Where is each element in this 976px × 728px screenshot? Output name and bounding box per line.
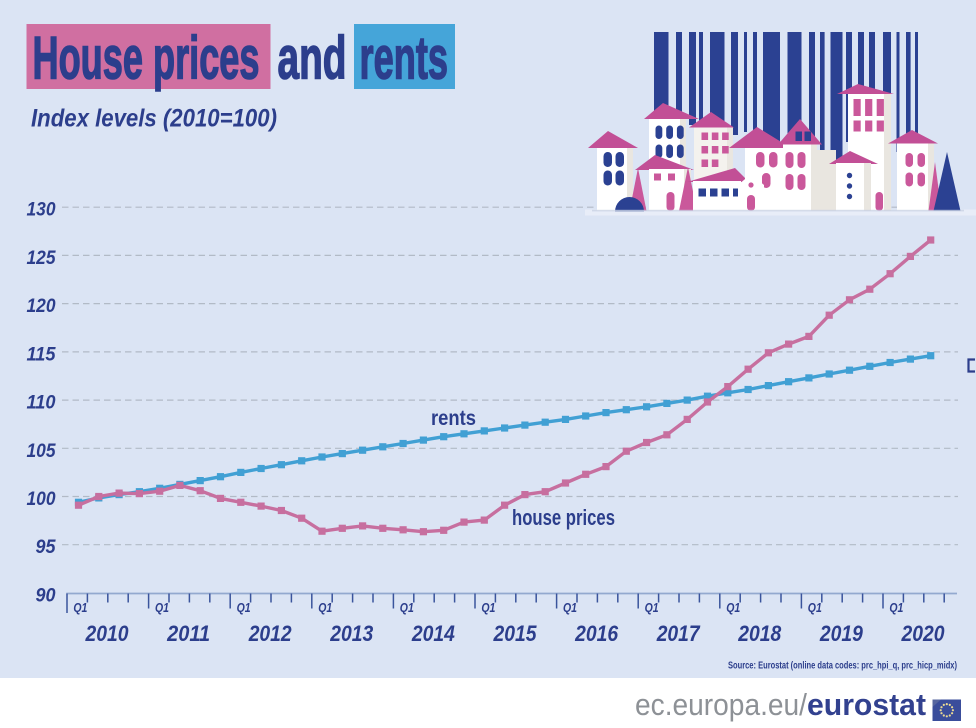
svg-text:2019: 2019 bbox=[819, 621, 864, 646]
svg-text:120: 120 bbox=[27, 295, 56, 317]
svg-text:2012: 2012 bbox=[248, 621, 293, 646]
svg-text:95: 95 bbox=[36, 536, 57, 558]
svg-text:2020: 2020 bbox=[901, 621, 946, 646]
svg-text:Q1: Q1 bbox=[73, 600, 87, 615]
svg-text:105: 105 bbox=[27, 440, 57, 462]
svg-text:Q1: Q1 bbox=[726, 600, 740, 615]
svg-text:rents: rents bbox=[360, 25, 449, 92]
svg-text:2018: 2018 bbox=[737, 621, 782, 646]
svg-text:Q1: Q1 bbox=[808, 600, 822, 615]
svg-text:rents: rents bbox=[431, 407, 476, 430]
svg-text:Index levels (2010=100): Index levels (2010=100) bbox=[31, 105, 277, 133]
svg-text:100: 100 bbox=[27, 488, 56, 510]
svg-text:Q1: Q1 bbox=[563, 600, 577, 615]
svg-text:and: and bbox=[278, 25, 347, 92]
svg-text:2011: 2011 bbox=[166, 621, 210, 646]
svg-text:115: 115 bbox=[27, 343, 57, 365]
svg-text:House prices: House prices bbox=[33, 25, 260, 92]
svg-text:Source: Eurostat (online data: Source: Eurostat (online data codes: prc… bbox=[728, 661, 957, 672]
svg-text:2015: 2015 bbox=[493, 621, 538, 646]
svg-text:house prices: house prices bbox=[512, 505, 615, 530]
svg-text:125: 125 bbox=[27, 247, 57, 269]
svg-text:Q1: Q1 bbox=[645, 600, 659, 615]
svg-text:2010: 2010 bbox=[85, 621, 130, 646]
svg-text:Q1: Q1 bbox=[318, 600, 332, 615]
svg-text:Q1: Q1 bbox=[481, 600, 495, 615]
svg-text:Q1: Q1 bbox=[237, 600, 251, 615]
svg-text:Q1: Q1 bbox=[400, 600, 414, 615]
svg-text:2014: 2014 bbox=[411, 621, 455, 646]
svg-text:Q1: Q1 bbox=[155, 600, 169, 615]
svg-text:Q1: Q1 bbox=[889, 600, 903, 615]
svg-text:2017: 2017 bbox=[656, 621, 701, 646]
svg-text:110: 110 bbox=[27, 392, 56, 414]
svg-text:2016: 2016 bbox=[574, 621, 619, 646]
svg-text:ec.europa.eu/eurostat: ec.europa.eu/eurostat bbox=[635, 688, 926, 722]
svg-text:2013: 2013 bbox=[329, 621, 373, 646]
svg-text:90: 90 bbox=[36, 584, 56, 606]
svg-text:130: 130 bbox=[27, 199, 56, 221]
